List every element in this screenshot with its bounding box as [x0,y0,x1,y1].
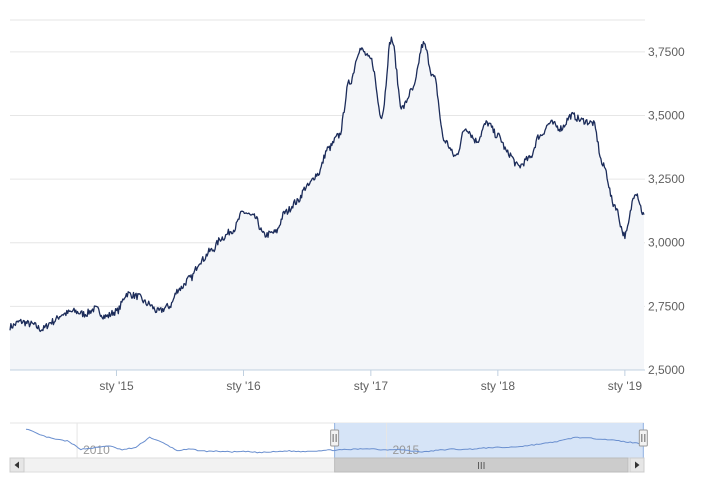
y-tick-label: 3,5000 [648,108,685,122]
scrollbar-grip: III [477,461,485,472]
scrollbar[interactable]: III [9,457,645,473]
x-tick-label: sty '17 [354,379,389,393]
y-tick-label: 3,0000 [648,236,685,250]
navigator-year-label: 2010 [83,443,110,457]
series-area [10,37,644,370]
x-tick-label: sty '15 [99,379,134,393]
y-tick-label: 3,7500 [648,45,685,59]
x-tick-label: sty '18 [481,379,516,393]
navigator-handle[interactable] [330,429,340,447]
x-axis: sty '15 sty '16 sty '17 sty '18 sty '19 [10,369,645,393]
navigator-handle-body[interactable] [330,429,340,447]
scrollbar-thumb[interactable] [334,457,629,473]
x-tick-label: sty '16 [226,379,261,393]
series-line [9,36,645,333]
plot-area [9,36,645,370]
arrow-left-icon [14,461,19,469]
arrow-right-icon [635,461,640,469]
x-tick-label: sty '19 [608,379,643,393]
navigator-series-line [25,428,645,454]
navigator-handle[interactable] [638,429,648,447]
navigator-handle-body[interactable] [638,429,648,447]
y-tick-label: 2,7500 [648,299,685,313]
navigator-selection[interactable] [334,423,644,458]
y-tick-label: 3,2500 [648,172,685,186]
navigator[interactable]: 2010 2015 [10,422,648,458]
y-axis: 2,5000 2,7500 3,0000 3,2500 3,5000 3,7500 [648,45,685,377]
y-tick-label: 2,5000 [648,363,685,377]
